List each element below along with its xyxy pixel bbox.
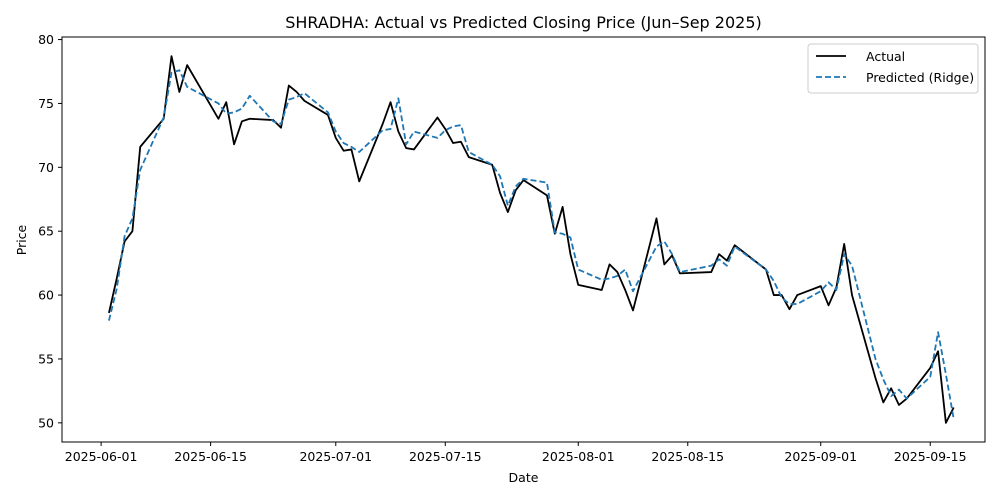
x-tick-label: 2025-09-01	[784, 449, 857, 464]
y-tick-label: 80	[38, 32, 54, 47]
y-tick-label: 50	[38, 415, 54, 430]
y-axis-label: Price	[14, 224, 29, 255]
legend-actual-label: Actual	[866, 49, 905, 64]
x-tick-label: 2025-06-01	[65, 449, 138, 464]
x-tick-label: 2025-07-01	[299, 449, 372, 464]
y-tick-label: 75	[38, 96, 54, 111]
y-tick-label: 65	[38, 224, 54, 239]
y-tick-label: 55	[38, 351, 54, 366]
legend: Actual Predicted (Ridge)	[808, 44, 978, 93]
x-tick-label: 2025-08-01	[542, 449, 615, 464]
x-tick-label: 2025-07-15	[409, 449, 482, 464]
x-tick-label: 2025-06-15	[174, 449, 247, 464]
y-tick-label: 70	[38, 160, 54, 175]
chart-title: SHRADHA: Actual vs Predicted Closing Pri…	[285, 13, 762, 32]
legend-predicted-label: Predicted (Ridge)	[866, 70, 974, 85]
x-axis-label: Date	[509, 470, 539, 485]
x-tick-label: 2025-08-15	[651, 449, 724, 464]
y-tick-label: 60	[38, 288, 54, 303]
x-tick-label: 2025-09-15	[894, 449, 967, 464]
